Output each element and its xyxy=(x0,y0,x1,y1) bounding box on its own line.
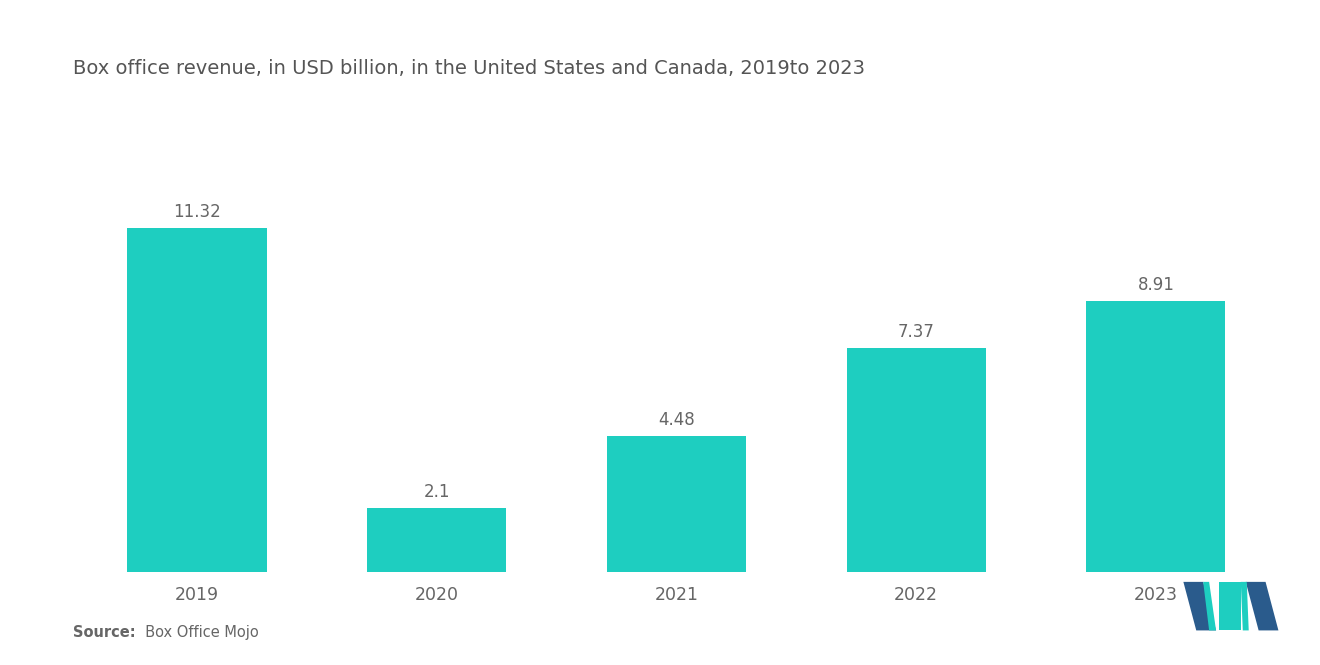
Polygon shape xyxy=(1204,582,1216,630)
Polygon shape xyxy=(1246,582,1278,630)
Bar xyxy=(367,508,507,572)
Text: 11.32: 11.32 xyxy=(173,203,220,221)
Text: Box office revenue, in USD billion, in the United States and Canada, 2019to 2023: Box office revenue, in USD billion, in t… xyxy=(73,59,865,78)
Bar xyxy=(846,348,986,572)
Text: 2.1: 2.1 xyxy=(424,483,450,501)
Text: 4.48: 4.48 xyxy=(659,411,694,429)
Text: Box Office Mojo: Box Office Mojo xyxy=(136,624,259,640)
Bar xyxy=(607,436,746,572)
Polygon shape xyxy=(1220,582,1241,630)
Polygon shape xyxy=(1184,582,1216,630)
Text: Source:: Source: xyxy=(73,624,135,640)
Text: 8.91: 8.91 xyxy=(1138,277,1175,295)
Text: 7.37: 7.37 xyxy=(898,323,935,341)
Polygon shape xyxy=(1241,582,1249,630)
Bar xyxy=(128,228,267,572)
Bar xyxy=(1086,301,1225,572)
